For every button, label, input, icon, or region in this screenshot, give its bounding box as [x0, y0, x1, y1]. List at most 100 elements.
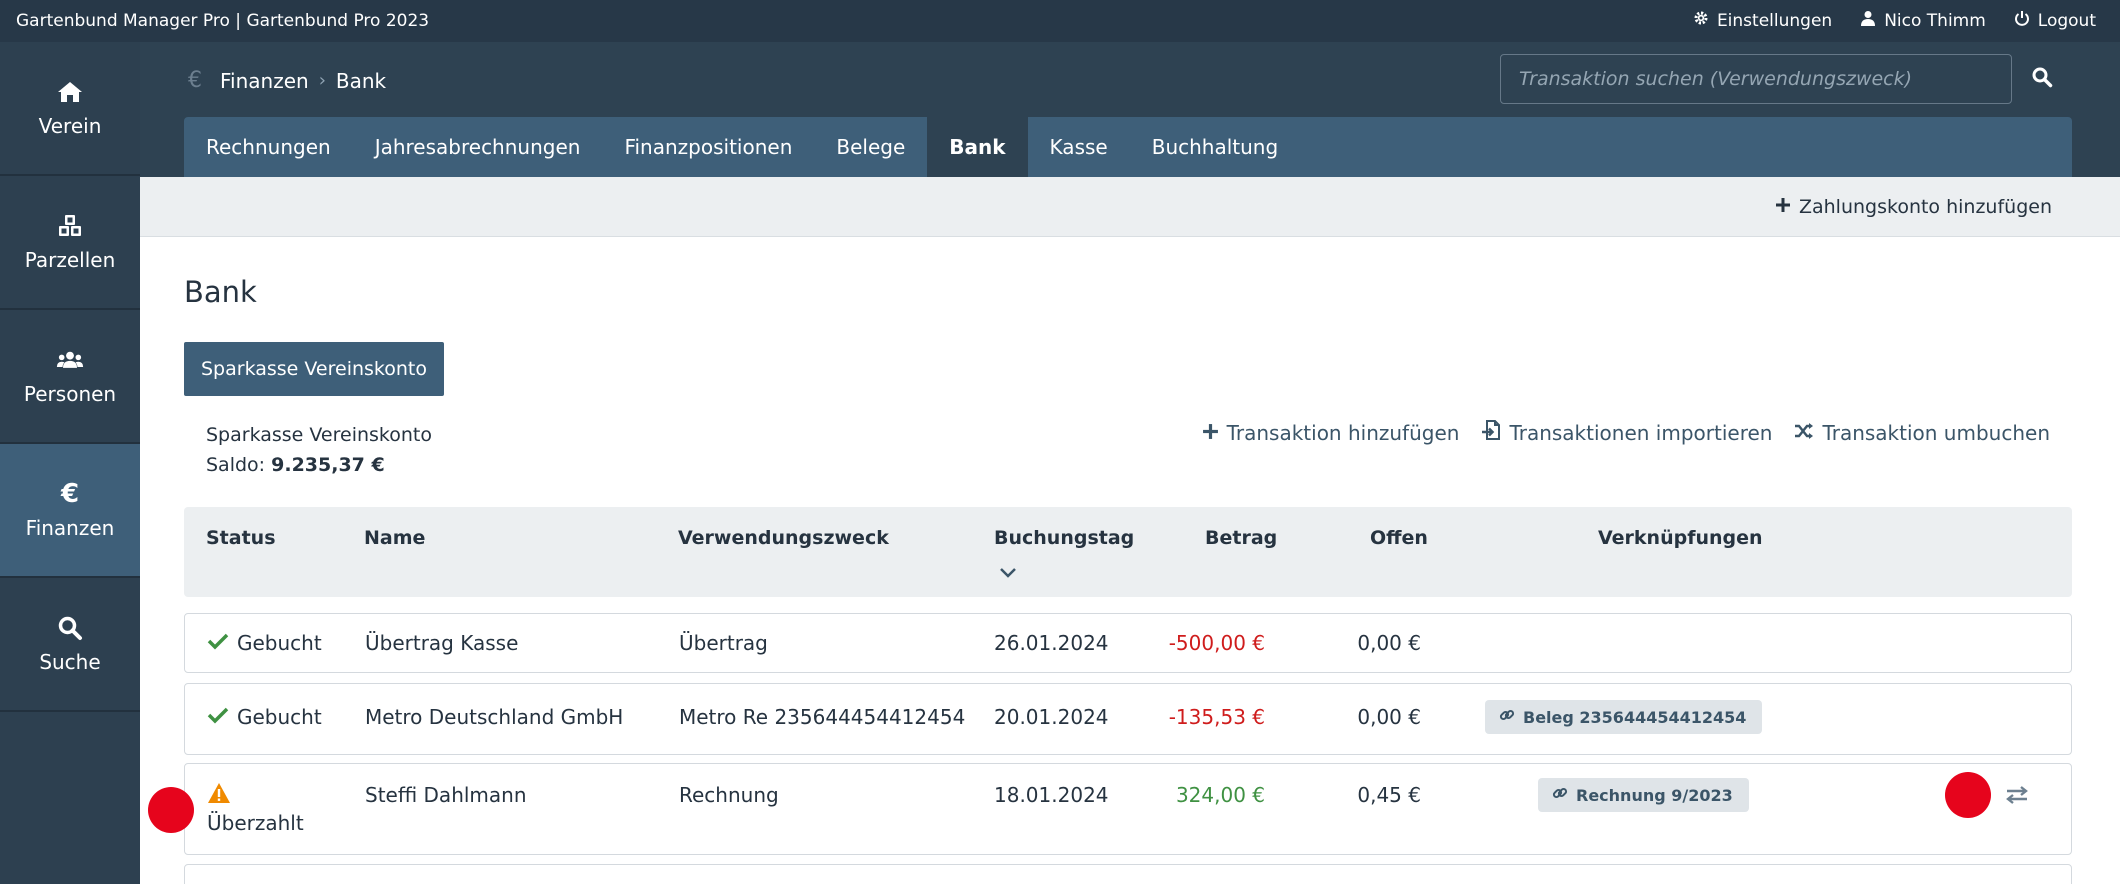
page-title: Bank [184, 275, 257, 309]
column-header-amount[interactable]: Betrag [1205, 527, 1278, 549]
app-title: Gartenbund Manager Pro | Gartenbund Pro … [16, 11, 430, 31]
import-transactions-label: Transaktionen importieren [1509, 420, 1773, 445]
add-payment-account-button[interactable]: Zahlungskonto hinzufügen [1775, 196, 2052, 218]
table-row[interactable]: Gebucht Übertrag Kasse Übertrag 26.01.20… [184, 613, 2072, 673]
table-row[interactable] [184, 864, 2072, 884]
breadcrumb-finanzen[interactable]: Finanzen [220, 68, 309, 93]
status-label: Gebucht [237, 631, 322, 655]
euro-icon: € [60, 479, 80, 509]
open-amount-cell: 0,00 € [1357, 631, 1421, 655]
users-icon [56, 346, 84, 374]
breadcrumb-bank: Bank [335, 68, 387, 93]
settings-label: Einstellungen [1716, 10, 1833, 31]
column-header-name[interactable]: Name [364, 527, 426, 549]
link-icon [1499, 707, 1515, 727]
shuffle-icon [1794, 421, 1814, 445]
add-transaction-button[interactable]: Transaktion hinzufügen [1202, 420, 1460, 445]
tab-rechnungen[interactable]: Rechnungen [206, 135, 331, 159]
column-header-open[interactable]: Offen [1370, 527, 1428, 549]
account-info: Sparkasse Vereinskonto Saldo: 9.235,37 € [206, 420, 432, 480]
date-cell: 26.01.2024 [994, 631, 1109, 655]
search-input[interactable]: Transaktion suchen (Verwendungszweck) [1500, 54, 2012, 104]
search-icon [2031, 66, 2053, 92]
status-cell: Gebucht [207, 705, 322, 729]
euro-icon: € [188, 68, 202, 93]
account-name: Sparkasse Vereinskonto [206, 424, 432, 446]
column-header-status[interactable]: Status [206, 527, 276, 549]
sidebar: Verein Parzellen Personen € Finanzen Suc… [0, 42, 140, 884]
tab-bank[interactable]: Bank [927, 117, 1028, 177]
column-header-date[interactable]: Buchungstag [994, 527, 1135, 549]
check-icon [207, 631, 229, 655]
sidebar-item-label: Finanzen [25, 516, 115, 540]
tab-kasse[interactable]: Kasse [1049, 135, 1108, 159]
add-payment-account-label: Zahlungskonto hinzufügen [1798, 196, 2052, 218]
rebook-transaction-button[interactable]: Transaktion umbuchen [1794, 420, 2050, 445]
table-row[interactable]: Gebucht Metro Deutschland GmbH Metro Re … [184, 683, 2072, 755]
purpose-cell: Metro Re 235644454412454 [679, 705, 966, 729]
warning-icon [207, 783, 231, 809]
home-icon [56, 78, 84, 106]
sidebar-item-finanzen[interactable]: € Finanzen [0, 444, 140, 578]
date-cell: 20.01.2024 [994, 705, 1109, 729]
user-link[interactable]: Nico Thimm [1860, 10, 1986, 31]
status-cell: Gebucht [207, 631, 322, 655]
breadcrumb: € Finanzen › Bank [188, 68, 386, 93]
user-icon [1860, 10, 1876, 31]
open-amount-cell: 0,00 € [1357, 705, 1421, 729]
link-badge-beleg[interactable]: Beleg 235644454412454 [1485, 700, 1763, 734]
sidebar-item-verein[interactable]: Verein [0, 42, 140, 176]
sidebar-item-label: Personen [23, 382, 117, 406]
account-balance: Saldo: 9.235,37 € [206, 450, 432, 480]
amount-cell: 324,00 € [1175, 783, 1265, 807]
search-icon [56, 614, 84, 642]
chevron-right-icon: › [318, 70, 326, 91]
exchange-icon[interactable] [2005, 784, 2029, 811]
column-header-purpose[interactable]: Verwendungszweck [678, 527, 889, 549]
status-label: Überzahlt [207, 811, 304, 835]
sidebar-item-label: Verein [38, 114, 102, 138]
check-icon [207, 705, 229, 729]
sidebar-item-suche[interactable]: Suche [0, 578, 140, 712]
status-cell: Überzahlt [207, 782, 304, 835]
link-badge-label: Beleg 235644454412454 [1523, 707, 1747, 727]
tab-buchhaltung[interactable]: Buchhaltung [1151, 135, 1279, 159]
import-transactions-button[interactable]: Transaktionen importieren [1481, 420, 1772, 445]
cubes-icon [56, 212, 84, 240]
status-label: Gebucht [237, 705, 322, 729]
amount-cell: -135,53 € [1168, 705, 1265, 729]
link-icon [1552, 785, 1568, 805]
settings-link[interactable]: Einstellungen [1693, 10, 1832, 31]
name-cell: Steffi Dahlmann [365, 783, 527, 807]
add-transaction-label: Transaktion hinzufügen [1226, 420, 1460, 445]
sort-chevron-down-icon[interactable] [998, 563, 1018, 578]
plus-icon [1775, 196, 1791, 218]
tab-jahresabrechnungen[interactable]: Jahresabrechnungen [374, 135, 581, 159]
sidebar-item-parzellen[interactable]: Parzellen [0, 176, 140, 310]
rebook-transaction-label: Transaktion umbuchen [1822, 420, 2050, 445]
logout-link[interactable]: Logout [2014, 10, 2096, 31]
tab-finanzpositionen[interactable]: Finanzpositionen [624, 135, 793, 159]
search-button[interactable] [2027, 64, 2057, 94]
action-bar: Zahlungskonto hinzufügen [140, 177, 2120, 237]
table-row[interactable]: Überzahlt Steffi Dahlmann Rechnung 18.01… [184, 763, 2072, 855]
purpose-cell: Übertrag [679, 631, 768, 655]
date-cell: 18.01.2024 [994, 783, 1109, 807]
purpose-cell: Rechnung [679, 783, 779, 807]
tab-belege[interactable]: Belege [836, 135, 906, 159]
finance-tabs: Rechnungen Jahresabrechnungen Finanzposi… [184, 117, 2072, 177]
gear-icon [1693, 10, 1709, 31]
link-badge-rechnung[interactable]: Rechnung 9/2023 [1538, 778, 1749, 812]
sidebar-item-label: Parzellen [24, 248, 116, 272]
name-cell: Metro Deutschland GmbH [365, 705, 624, 729]
column-header-links: Verknüpfungen [1598, 527, 1763, 549]
account-tab-sparkasse[interactable]: Sparkasse Vereinskonto [184, 342, 444, 396]
power-icon [2014, 10, 2030, 31]
sidebar-item-personen[interactable]: Personen [0, 310, 140, 444]
plus-icon [1202, 421, 1219, 445]
saldo-label: Saldo: [206, 454, 266, 476]
name-cell: Übertrag Kasse [365, 631, 519, 655]
amount-cell: -500,00 € [1168, 631, 1265, 655]
sidebar-item-label: Suche [39, 650, 101, 674]
saldo-value: 9.235,37 € [271, 454, 385, 476]
